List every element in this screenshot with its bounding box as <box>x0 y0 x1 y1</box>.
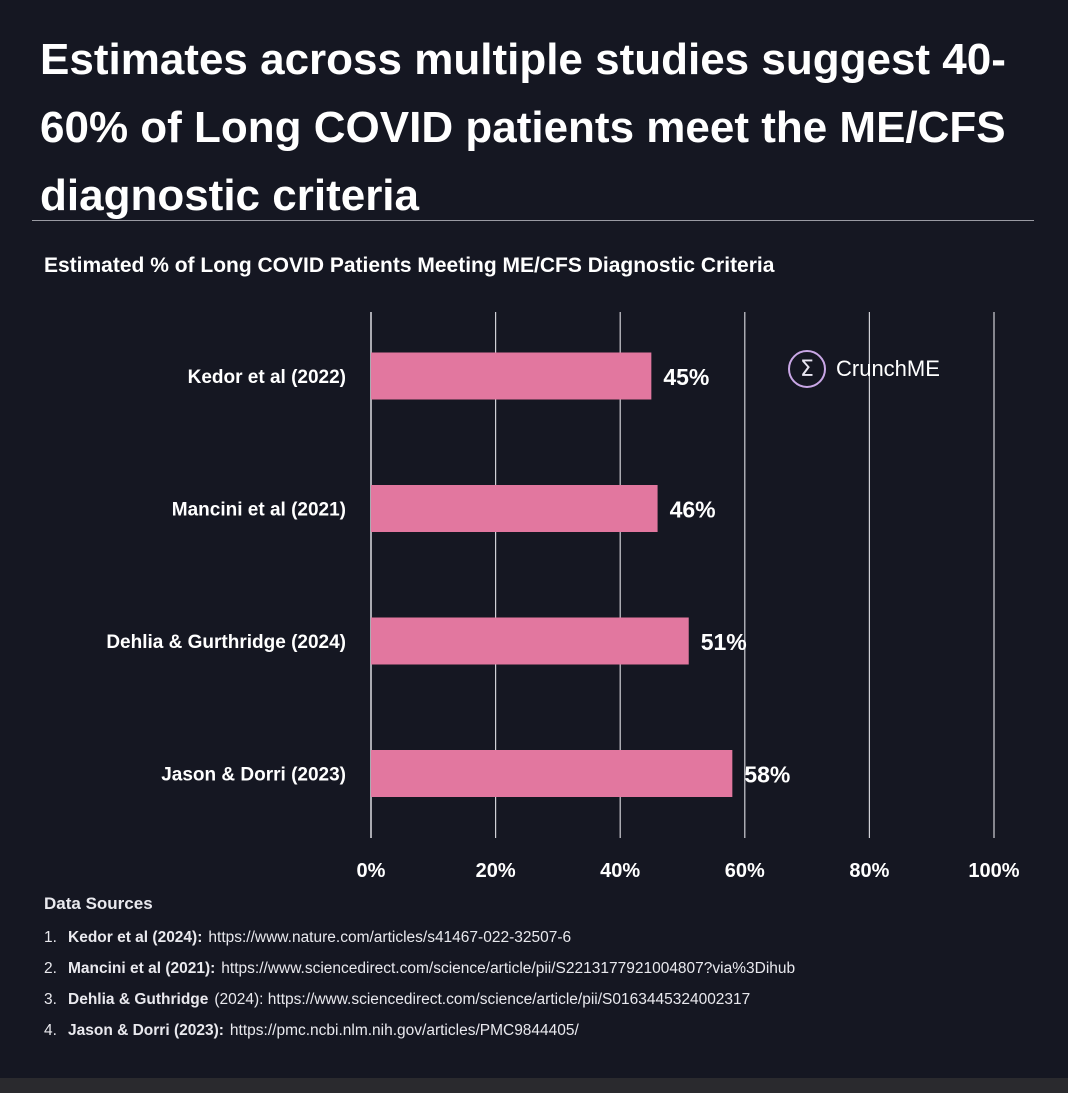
source-link[interactable]: https://pmc.ncbi.nlm.nih.gov/articles/PM… <box>229 1021 579 1039</box>
bar <box>371 617 689 665</box>
source-item: 4. Jason & Dorri (2023): https://pmc.ncb… <box>44 1015 1054 1046</box>
bar <box>371 352 652 400</box>
source-item: 2. Mancini et al (2021): https://www.sci… <box>44 953 1054 984</box>
divider <box>32 220 1034 221</box>
category-label: Mancini et al (2021) <box>172 500 346 521</box>
headline: Estimates across multiple studies sugges… <box>40 35 1006 220</box>
source-link[interactable]: (2024): https://www.sciencedirect.com/sc… <box>214 990 751 1008</box>
category-label: Jason & Dorri (2023) <box>161 765 346 786</box>
source-link[interactable]: https://www.nature.com/articles/s41467-0… <box>208 928 572 946</box>
bar <box>371 750 733 797</box>
labels: 0% 20% 40% 60% 80% 100% Kedor et al (2022) 45% M… <box>106 364 1019 882</box>
x-tick-label: 40% <box>600 860 640 882</box>
source-name: Jason & Dorri (2023): <box>68 1021 224 1039</box>
source-name: Kedor et al (2024): <box>68 928 203 946</box>
data-label: 45% <box>663 364 709 390</box>
source-name: Dehlia & Guthridge <box>68 990 209 1008</box>
data-label: 46% <box>670 497 716 523</box>
bars <box>371 352 733 797</box>
source-name: Mancini et al (2021): <box>68 959 216 977</box>
chart-title: Estimated % of Long COVID Patients Meeti… <box>44 254 775 277</box>
data-label: 58% <box>744 762 790 788</box>
source-item: 3. Dehlia & Guthridge (2024): https://ww… <box>44 984 1054 1015</box>
sigma-icon: Σ <box>788 350 826 388</box>
source-number: 3. <box>44 990 57 1008</box>
source-number: 1. <box>44 928 57 946</box>
brand-name: CrunchME <box>836 356 940 381</box>
x-tick-label: 60% <box>725 860 765 882</box>
brand-logo: Σ CrunchME <box>788 348 940 390</box>
category-label: Kedor et al (2022) <box>188 367 346 388</box>
source-item: 1. Kedor et al (2024): https://www.natur… <box>44 922 1054 953</box>
bar-chart: 0% 20% 40% 60% 80% 100% Kedor et al (2022) 45% M… <box>106 312 1020 882</box>
x-tick-label: 0% <box>357 860 386 882</box>
source-number: 2. <box>44 959 57 977</box>
source-link[interactable]: https://www.sciencedirect.com/science/ar… <box>221 959 796 977</box>
x-tick-label: 20% <box>476 860 516 882</box>
x-tick-label: 100% <box>968 860 1019 882</box>
data-sources: Data Sources 1. Kedor et al (2024): http… <box>44 894 1054 1046</box>
bar <box>371 485 658 532</box>
category-label: Dehlia & Gurthridge (2024) <box>106 632 346 653</box>
x-tick-label: 80% <box>849 860 889 882</box>
source-number: 4. <box>44 1021 57 1039</box>
sources-title: Data Sources <box>44 894 153 913</box>
bottom-bar <box>0 1078 1068 1093</box>
data-label: 51% <box>701 629 747 655</box>
